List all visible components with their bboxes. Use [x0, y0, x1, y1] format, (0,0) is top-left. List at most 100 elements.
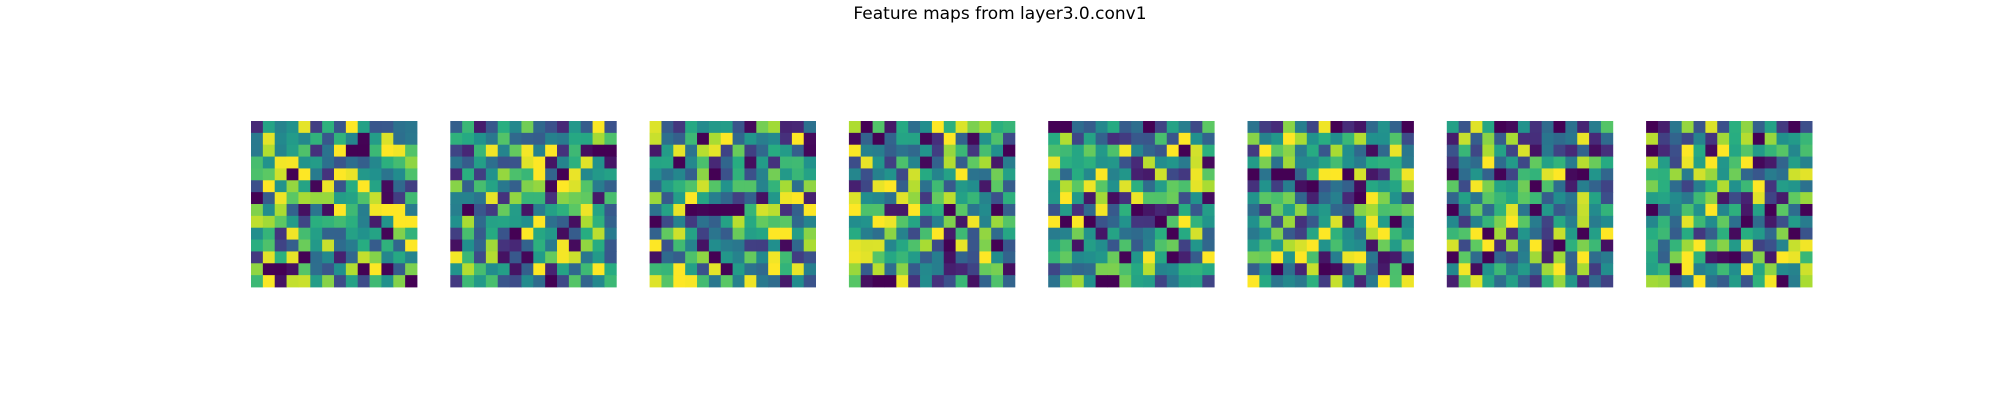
heatmap-cell	[1693, 192, 1706, 205]
heatmap-cell	[274, 263, 287, 276]
heatmap-cell	[1306, 180, 1320, 193]
heatmap-cell	[274, 144, 287, 157]
heatmap-cell	[860, 227, 874, 240]
heatmap-cell	[474, 156, 487, 169]
heatmap-cell	[604, 192, 617, 205]
heatmap-cell	[298, 144, 311, 157]
heatmap-cell	[1060, 168, 1073, 181]
heatmap-cell	[1271, 275, 1284, 288]
heatmap-cell	[521, 251, 534, 264]
heatmap-cell	[1470, 204, 1483, 217]
heatmap-cell	[450, 204, 463, 217]
heatmap-cell	[286, 227, 299, 240]
heatmap-cell	[485, 215, 499, 229]
heatmap-cell	[497, 227, 510, 240]
heatmap-cell	[1318, 204, 1331, 217]
heatmap-cell	[345, 227, 359, 240]
heatmap-cell	[955, 144, 968, 157]
heatmap-cell	[1003, 275, 1016, 288]
heatmap-cell	[509, 132, 522, 146]
heatmap-cell	[1143, 251, 1156, 264]
heatmap-cell	[357, 144, 370, 157]
feature-map-6	[1446, 121, 1614, 288]
heatmap-cell	[322, 192, 335, 205]
heatmap-cell	[1143, 132, 1156, 146]
heatmap-cell	[872, 192, 885, 205]
heatmap-cell	[756, 156, 769, 169]
heatmap-cell	[768, 192, 781, 205]
heatmap-cell	[1776, 251, 1789, 264]
heatmap-cell	[1259, 168, 1272, 181]
heatmap-cell	[1693, 239, 1706, 252]
heatmap-cell	[1800, 192, 1813, 205]
heatmap-cell	[322, 121, 335, 134]
heatmap-cell	[1247, 204, 1260, 217]
heatmap-cell	[708, 156, 722, 169]
heatmap-cell	[1565, 156, 1578, 169]
heatmap-cell	[1589, 204, 1602, 217]
heatmap-cell	[1003, 215, 1016, 229]
heatmap-cell	[274, 180, 287, 193]
heatmap-cell	[1764, 215, 1777, 229]
heatmap-cell	[1494, 204, 1507, 217]
heatmap-cell	[1119, 144, 1132, 157]
heatmap-cell	[931, 239, 945, 252]
heatmap-cell	[474, 192, 487, 205]
heatmap-cell	[274, 132, 287, 146]
heatmap-cell	[580, 251, 593, 264]
heatmap-cell	[661, 132, 674, 146]
heatmap-cell	[521, 215, 534, 229]
heatmap-cell	[1553, 275, 1566, 288]
heatmap-cell	[967, 156, 980, 169]
heatmap-cell	[580, 132, 593, 146]
heatmap-cell	[369, 180, 382, 193]
heatmap-cell	[1366, 180, 1379, 193]
heatmap-cell	[1717, 121, 1730, 134]
heatmap-cell	[1657, 192, 1671, 205]
heatmap-cell	[1342, 121, 1355, 134]
heatmap-cell	[1083, 215, 1097, 229]
heatmap-cell	[485, 275, 499, 288]
heatmap-cell	[345, 204, 359, 217]
heatmap-cell	[1657, 227, 1671, 240]
heatmap-cell	[251, 227, 264, 240]
heatmap-cell	[533, 204, 546, 217]
heatmap-cell	[979, 144, 992, 157]
heatmap-cell	[533, 215, 546, 229]
heatmap-cell	[405, 121, 418, 134]
heatmap-cell	[474, 227, 487, 240]
heatmap-cell	[1446, 121, 1460, 134]
heatmap-cell	[1681, 180, 1694, 193]
heatmap-cell	[732, 275, 745, 288]
heatmap-cell	[274, 275, 287, 288]
heatmap-cell	[1764, 156, 1777, 169]
heatmap-cell	[521, 192, 534, 205]
heatmap-cell	[697, 121, 710, 134]
heatmap-cell	[791, 144, 805, 157]
heatmap-cell	[1119, 156, 1132, 169]
heatmap-cell	[545, 239, 558, 252]
heatmap-cell	[1107, 168, 1120, 181]
heatmap-cell	[286, 121, 299, 134]
heatmap-cell	[262, 227, 276, 240]
heatmap-cell	[1259, 144, 1272, 157]
heatmap-cell	[1131, 275, 1144, 288]
heatmap-cell	[1107, 263, 1120, 276]
heatmap-cell	[322, 227, 335, 240]
heatmap-cell	[474, 215, 487, 229]
heatmap-cell	[1482, 263, 1495, 276]
heatmap-cell	[860, 192, 874, 205]
heatmap-cell	[1541, 180, 1554, 193]
heatmap-cell	[768, 144, 781, 157]
heatmap-cell	[298, 192, 311, 205]
heatmap-cell	[521, 144, 534, 157]
heatmap-cell	[592, 192, 605, 205]
heatmap-cell	[497, 132, 510, 146]
heatmap-cell	[1083, 204, 1097, 217]
heatmap-cell	[979, 168, 992, 181]
heatmap-cell	[991, 239, 1004, 252]
heatmap-cell	[545, 251, 558, 264]
heatmap-cell	[521, 263, 534, 276]
heatmap-cell	[1541, 275, 1554, 288]
heatmap-cell	[1154, 192, 1168, 205]
